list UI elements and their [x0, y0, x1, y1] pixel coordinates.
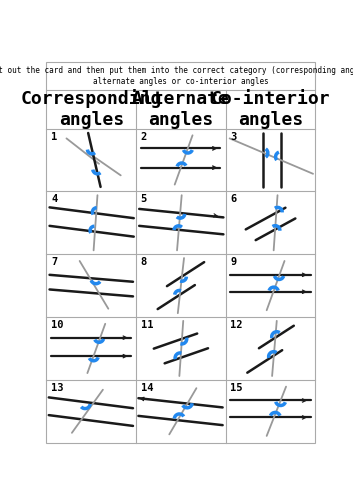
- Text: 5: 5: [141, 194, 147, 204]
- Text: 3: 3: [231, 132, 237, 141]
- Text: Co-interior
angles: Co-interior angles: [211, 90, 330, 128]
- Text: 4: 4: [51, 194, 57, 204]
- Text: 1: 1: [51, 132, 57, 141]
- Text: 10: 10: [51, 320, 64, 330]
- Text: 9: 9: [231, 258, 237, 268]
- Text: Corresponding
angles: Corresponding angles: [20, 90, 162, 129]
- Text: 7: 7: [51, 258, 57, 268]
- Text: 15: 15: [231, 383, 243, 393]
- Text: 14: 14: [141, 383, 153, 393]
- Text: 12: 12: [231, 320, 243, 330]
- Text: 2: 2: [141, 132, 147, 141]
- Text: Alternate
angles: Alternate angles: [132, 90, 230, 128]
- Text: 13: 13: [51, 383, 64, 393]
- Text: 6: 6: [231, 194, 237, 204]
- Text: Cut out the card and then put them into the correct category (corresponding angl: Cut out the card and then put them into …: [0, 66, 353, 86]
- Text: 11: 11: [141, 320, 153, 330]
- Text: 8: 8: [141, 258, 147, 268]
